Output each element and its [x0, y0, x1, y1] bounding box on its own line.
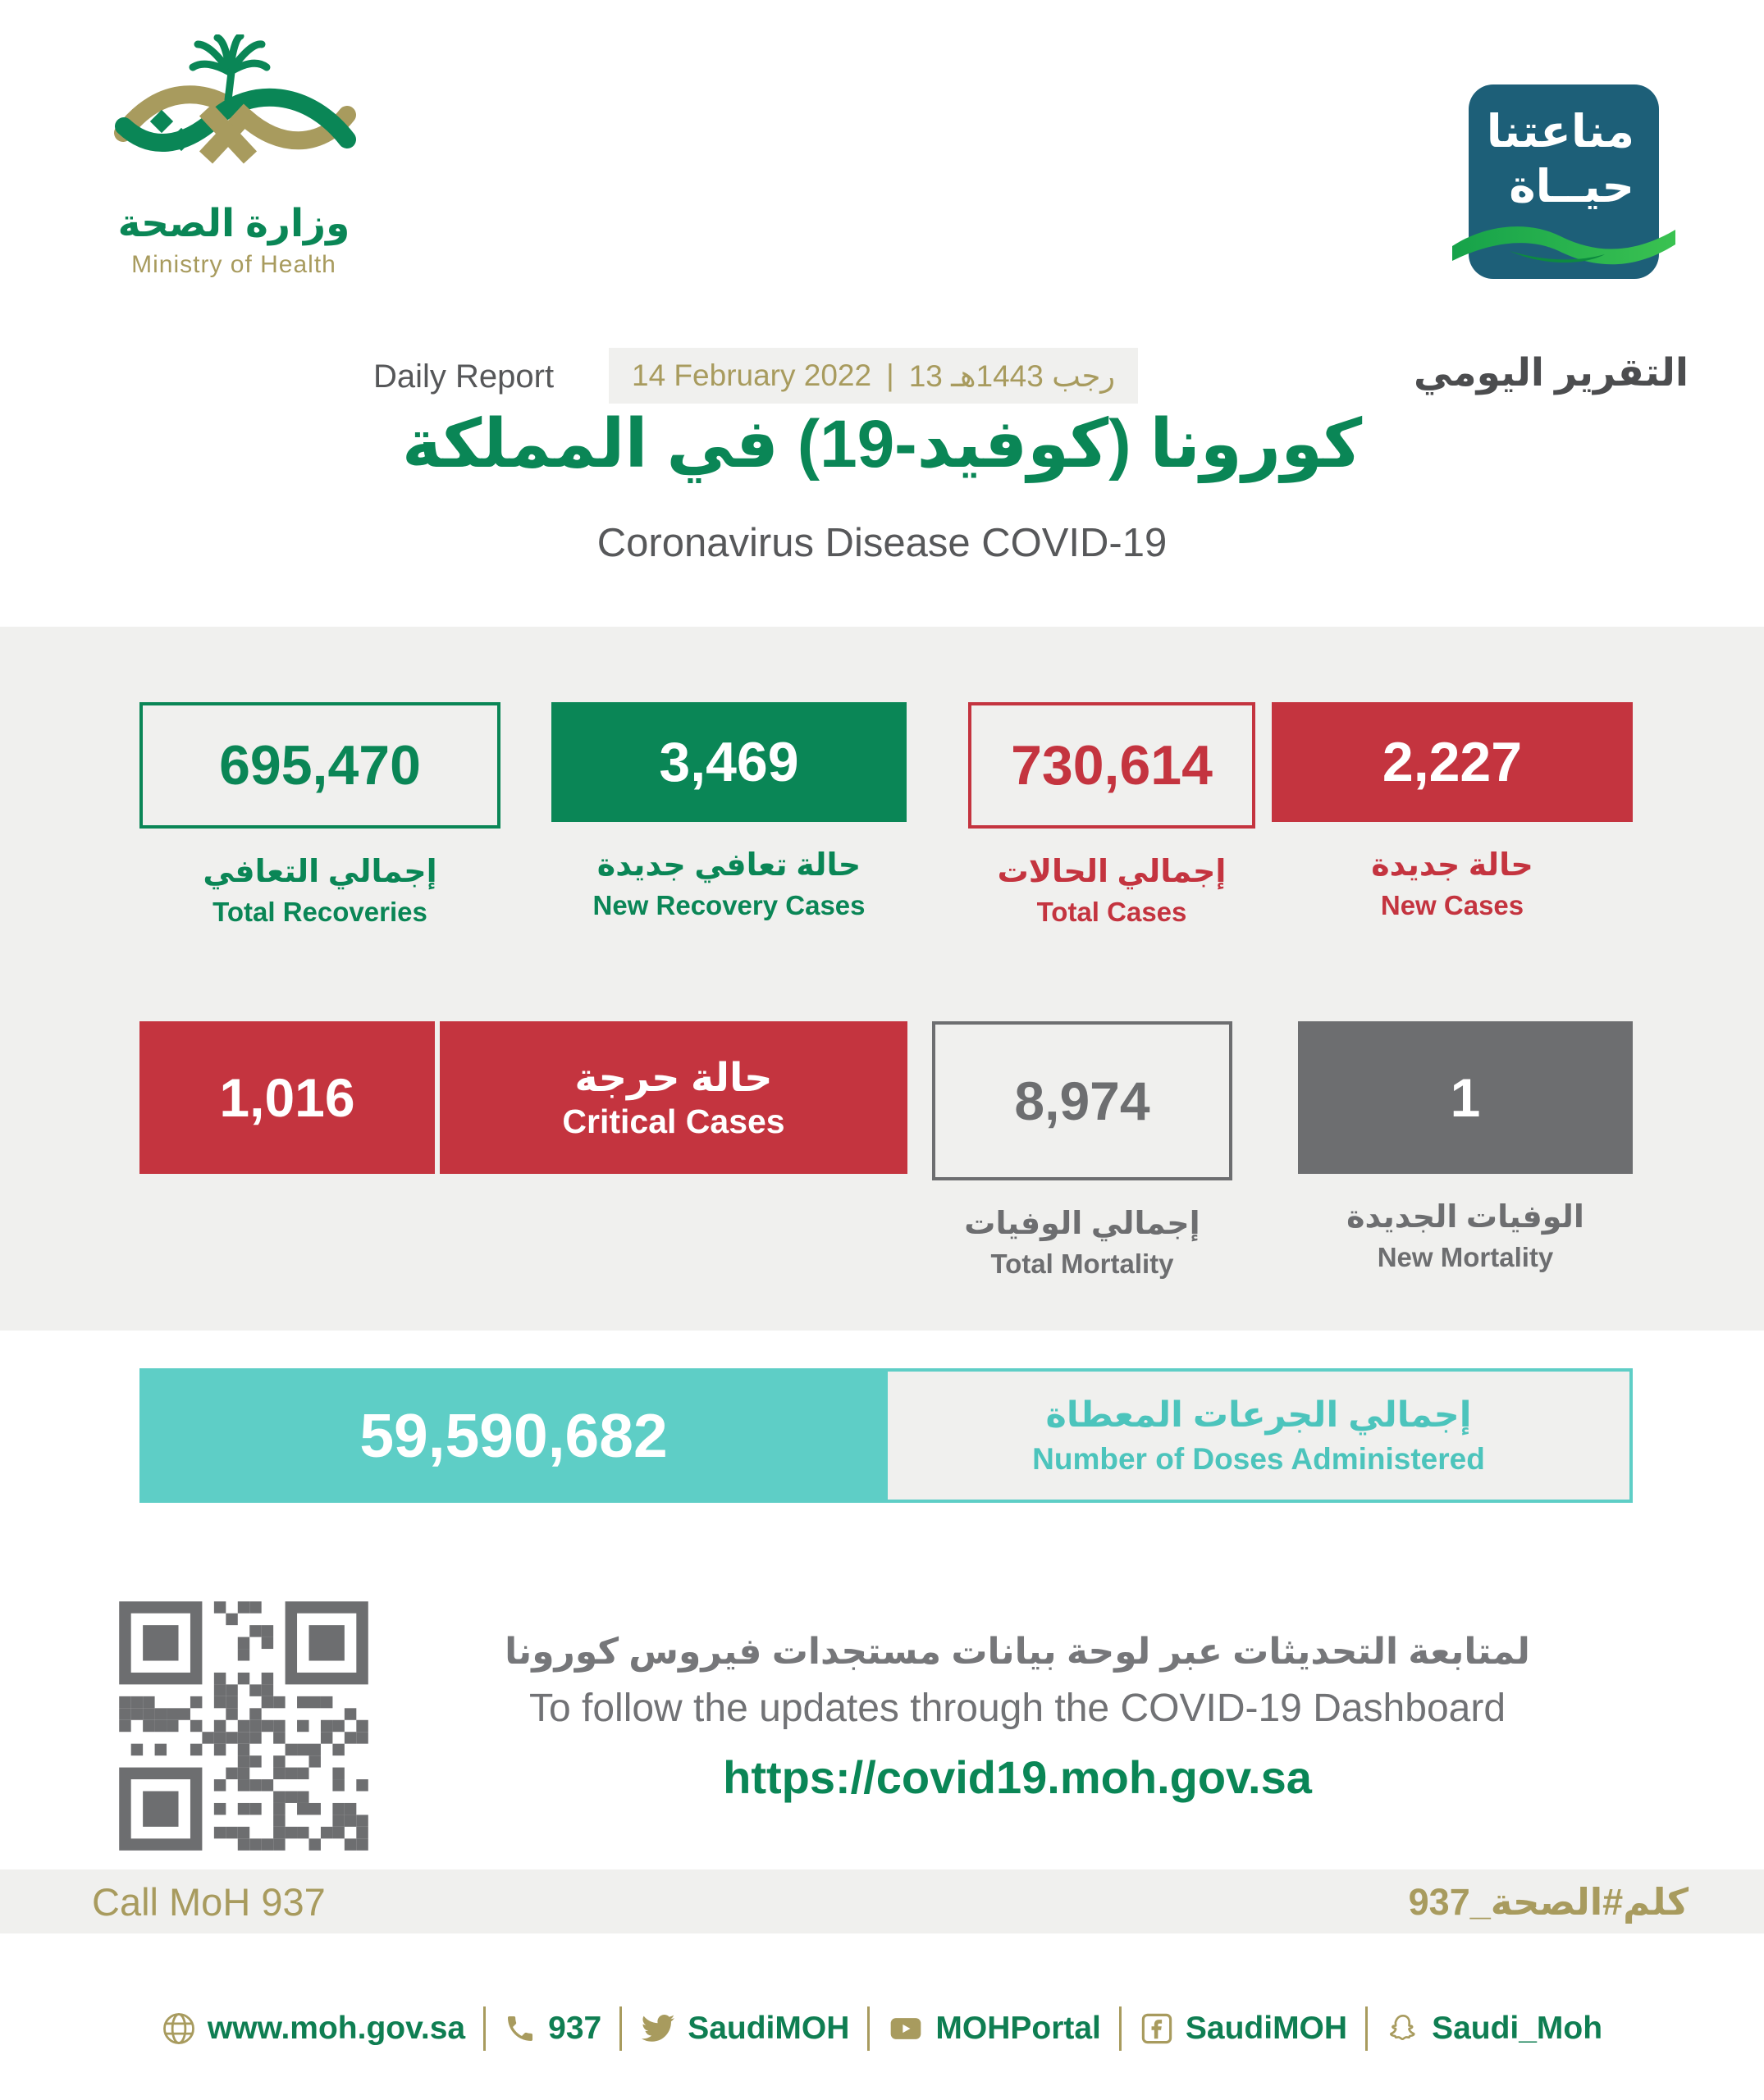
- daily-report-label-ar: التقرير اليومي: [1413, 350, 1689, 394]
- social-twitter[interactable]: SaudiMOH: [640, 2011, 849, 2047]
- facebook-icon: [1141, 2013, 1172, 2044]
- social-facebook[interactable]: SaudiMOH: [1140, 2011, 1347, 2047]
- dashboard-note: لمتابعة التحديثات عبر لوحة بيانات مستجدا…: [377, 1631, 1657, 1804]
- call-moh-hashtag: كلم#الصحة_937: [1408, 1880, 1689, 1923]
- dashboard-note-en: To follow the updates through the COVID-…: [528, 1687, 1506, 1730]
- phone-icon: [508, 2016, 533, 2041]
- page-title-english: Coronavirus Disease COVID-19: [596, 521, 1168, 565]
- divider: [483, 2006, 487, 2051]
- immunity-badge: مناعتنا حيــاة: [1452, 84, 1675, 279]
- immunity-badge-text: مناعتنا حيــاة: [1486, 106, 1634, 212]
- date-hijri: 13 رجب 1443هـ: [908, 358, 1116, 393]
- stat-new-mortality: 1 الوفيات الجديدة New Mortality: [1298, 1021, 1633, 1273]
- page-title-arabic: كورونا (كوفيد-19) في المملكة: [401, 407, 1363, 482]
- moh-logo-arabic: وزارة الصحة: [117, 201, 350, 244]
- social-youtube[interactable]: MOHPortal: [888, 2011, 1101, 2047]
- dashboard-note-ar: لمتابعة التحديثات عبر لوحة بيانات مستجدا…: [505, 1632, 1530, 1672]
- moh-logo-icon: [114, 34, 356, 164]
- new-recovery-cases-label-ar: حالة تعافي جديدة: [596, 848, 861, 883]
- total-mortality-label-en: Total Mortality: [990, 1249, 1174, 1279]
- divider: [1365, 2006, 1369, 2051]
- new-recovery-cases-value: 3,469: [551, 702, 907, 822]
- doses-label: إجمالي الجرعات المعطاة Number of Doses A…: [888, 1368, 1633, 1503]
- doses-value: 59,590,682: [139, 1368, 888, 1503]
- new-cases-value: 2,227: [1272, 702, 1633, 822]
- total-mortality-label-ar: إجمالي الوفيات: [964, 1207, 1200, 1241]
- critical-cases-label-ar: حالة حرجة: [574, 1056, 773, 1100]
- stat-total-mortality: 8,974 إجمالي الوفيات Total Mortality: [932, 1021, 1232, 1280]
- divider: [1118, 2006, 1122, 2051]
- new-cases-label-ar: حالة جديدة: [1371, 848, 1533, 883]
- snapchat-icon: [1390, 2014, 1415, 2040]
- critical-cases-label-en: Critical Cases: [562, 1102, 785, 1140]
- doses-bar: 59,590,682 إجمالي الجرعات المعطاة Number…: [139, 1368, 1633, 1503]
- critical-cases-label-box: حالة حرجة Critical Cases: [440, 1021, 907, 1174]
- globe-icon: [163, 2013, 194, 2044]
- new-mortality-value: 1: [1298, 1021, 1633, 1174]
- moh-logo: وزارة الصحة Ministry of Health: [70, 34, 398, 279]
- twitter-icon: [642, 2014, 675, 2042]
- green-wave-icon: [1452, 226, 1675, 265]
- youtube-icon: [891, 2018, 921, 2039]
- total-cases-label-ar: إجمالي الحالات: [997, 855, 1227, 889]
- date-gregorian: 14 February 2022: [632, 358, 872, 392]
- stat-new-recovery-cases: 3,469 حالة تعافي جديدة New Recovery Case…: [551, 702, 907, 921]
- total-mortality-value: 8,974: [932, 1021, 1232, 1180]
- social-phone[interactable]: 937: [504, 2011, 601, 2047]
- daily-report-label-en: Daily Report: [373, 358, 555, 395]
- call-strip: Call MoH 937 كلم#الصحة_937: [0, 1869, 1764, 1933]
- divider: [867, 2006, 871, 2051]
- doses-label-ar: إجمالي الجرعات المعطاة: [1045, 1395, 1472, 1435]
- new-cases-label-en: New Cases: [1380, 890, 1524, 920]
- new-mortality-label-ar: الوفيات الجديدة: [1346, 1200, 1584, 1235]
- stat-total-cases: 730,614 إجمالي الحالات Total Cases: [968, 702, 1255, 928]
- divider: [619, 2006, 623, 2051]
- palm-icon: [189, 34, 271, 104]
- social-snapchat[interactable]: Saudi_Moh: [1386, 2011, 1602, 2047]
- critical-cases-value: 1,016: [219, 1067, 355, 1128]
- critical-cases-value-box: 1,016: [139, 1021, 435, 1174]
- date-separator: |: [886, 358, 894, 392]
- stat-new-cases: 2,227 حالة جديدة New Cases: [1272, 702, 1633, 921]
- qr-code: [113, 1596, 374, 1856]
- report-date: 14 February 2022 | 13 رجب 1443هـ: [609, 348, 1139, 404]
- stat-total-recoveries: 695,470 إجمالي التعافي Total Recoveries: [139, 702, 500, 928]
- new-mortality-label-en: New Mortality: [1377, 1242, 1554, 1272]
- qr-finder-patterns: [119, 1601, 368, 1851]
- new-recovery-cases-label-en: New Recovery Cases: [592, 890, 866, 920]
- total-cases-label-en: Total Cases: [1036, 897, 1187, 927]
- total-recoveries-label-ar: إجمالي التعافي: [203, 855, 437, 889]
- dashboard-url[interactable]: https://covid19.moh.gov.sa: [723, 1751, 1312, 1803]
- call-moh-label: Call MoH 937: [92, 1879, 326, 1924]
- moh-logo-english: Ministry of Health: [131, 251, 336, 278]
- social-row: www.moh.gov.sa 937 SaudiMOH MOHPortal: [0, 2006, 1764, 2051]
- doses-label-en: Number of Doses Administered: [1032, 1442, 1485, 1476]
- total-cases-value: 730,614: [968, 702, 1255, 829]
- total-recoveries-value: 695,470: [139, 702, 500, 829]
- stats-band: 695,470 إجمالي التعافي Total Recoveries …: [0, 627, 1764, 1331]
- social-website[interactable]: www.moh.gov.sa: [162, 2011, 465, 2047]
- total-recoveries-label-en: Total Recoveries: [213, 897, 427, 927]
